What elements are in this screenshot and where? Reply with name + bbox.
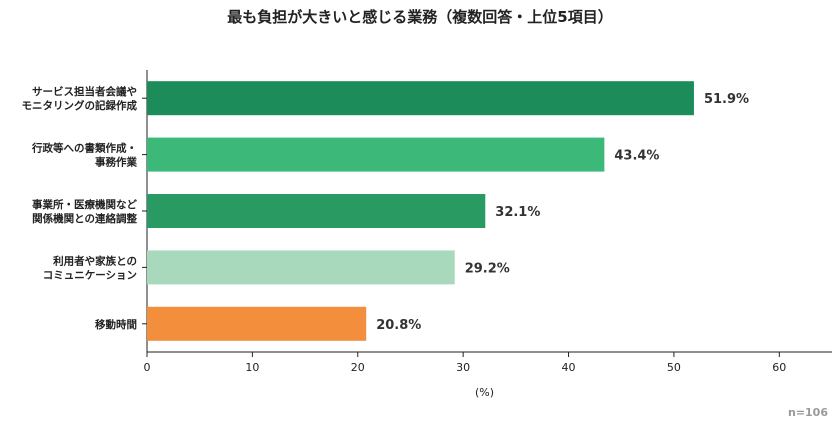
category-label: 利用者や家族とのコミュニケーション: [43, 254, 137, 281]
bar: [147, 250, 455, 285]
category-label: 移動時間: [95, 318, 137, 331]
data-label: 32.1%: [495, 205, 540, 220]
x-tick-label: 10: [245, 361, 259, 374]
x-tick-label: 60: [772, 361, 786, 374]
category-label: サービス担当者会議やモニタリングの記録作成: [22, 85, 138, 112]
category-label: 事業所・医療機関など関係機関との連絡調整: [32, 198, 137, 225]
category-label-line: 事業所・医療機関など: [32, 198, 137, 211]
sample-size-note: n=106: [787, 406, 828, 419]
category-label-line: コミュニケーション: [43, 269, 137, 281]
category-label-line: 行政等への書類作成・: [31, 142, 137, 155]
data-label: 20.8%: [376, 318, 421, 333]
bar: [147, 194, 486, 228]
x-tick-label: 40: [562, 361, 576, 374]
category-label-line: モニタリングの記録作成: [22, 99, 138, 112]
x-tick-label: 0: [144, 361, 151, 374]
data-label: 51.9%: [704, 92, 749, 107]
category-label-line: 移動時間: [95, 318, 137, 331]
category-label-line: 利用者や家族との: [53, 254, 137, 267]
x-tick-label: 50: [667, 361, 681, 374]
x-axis-label: (%): [475, 386, 494, 399]
category-label: 行政等への書類作成・事務作業: [31, 142, 137, 169]
chart-title: 最も負担が大きいと感じる業務（複数回答・上位5項目）: [227, 8, 613, 26]
bar: [147, 137, 605, 172]
data-label: 29.2%: [465, 261, 510, 276]
category-label-line: サービス担当者会議や: [32, 85, 137, 98]
data-label: 43.4%: [614, 149, 659, 164]
category-label-line: 事務作業: [95, 156, 137, 169]
x-tick-label: 20: [351, 361, 365, 374]
x-tick-label: 30: [456, 361, 470, 374]
bar: [147, 81, 694, 116]
category-label-line: 関係機関との連絡調整: [32, 212, 137, 225]
bar: [147, 306, 367, 341]
